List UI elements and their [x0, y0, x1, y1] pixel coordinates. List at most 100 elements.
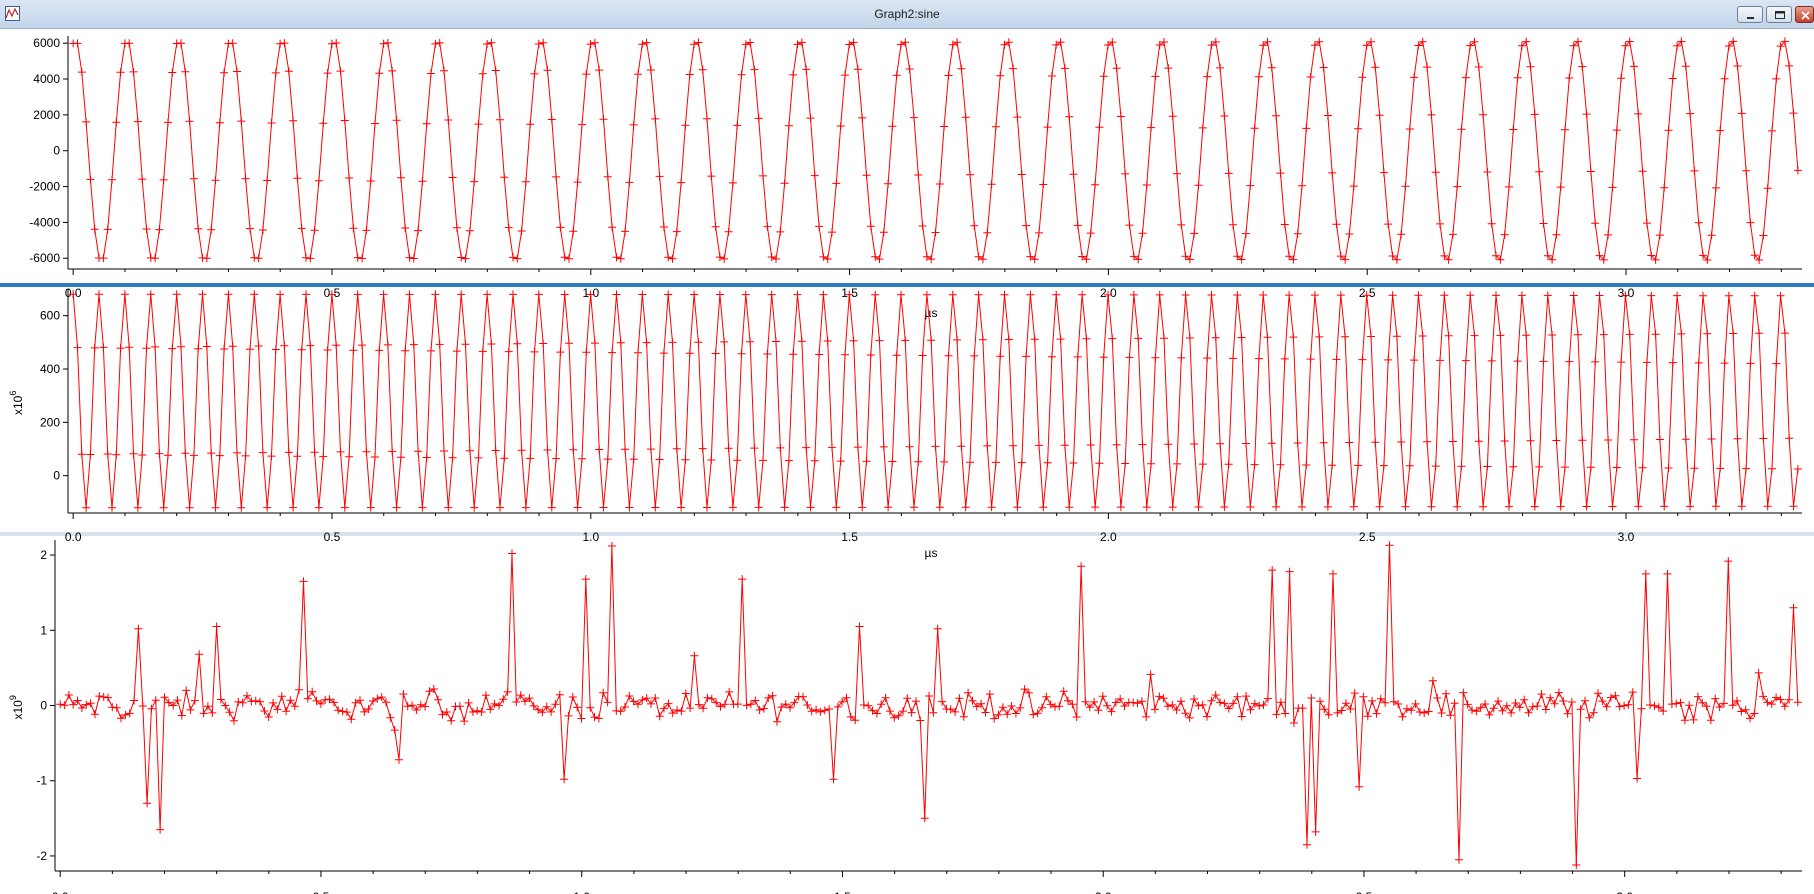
data-point — [784, 456, 793, 465]
data-point — [1033, 709, 1042, 718]
data-point — [797, 337, 806, 346]
data-point — [164, 451, 172, 460]
data-point — [914, 457, 923, 466]
x-tick-label: 3.0 — [1616, 890, 1633, 894]
data-point — [594, 714, 603, 723]
data-point — [1772, 693, 1781, 702]
data-point — [828, 443, 836, 452]
data-point — [1401, 502, 1410, 511]
data-point — [457, 290, 466, 299]
data-point — [1572, 861, 1581, 869]
data-point — [399, 690, 408, 698]
data-point — [427, 346, 435, 355]
data-point — [1651, 330, 1660, 339]
data-point — [116, 344, 125, 353]
graph-panel-3[interactable]: 2 1 0 -1 -2 0.0 0.5 1.0 1.5 2.0 2.5 3.0 µs x109 — [8, 540, 1802, 894]
y-tick-label: 600 — [40, 309, 60, 323]
data-point — [534, 290, 543, 299]
close-button[interactable] — [1795, 6, 1814, 23]
data-point — [859, 701, 868, 709]
data-point — [807, 707, 816, 716]
data-point — [146, 290, 155, 299]
data-point — [916, 716, 925, 725]
data-point — [1638, 463, 1647, 472]
data-point — [1203, 354, 1212, 363]
minimize-button[interactable] — [1737, 6, 1763, 23]
data-point — [816, 707, 825, 716]
data-point — [686, 704, 695, 713]
data-point — [438, 710, 447, 719]
data-point — [994, 710, 1003, 719]
data-point — [922, 290, 931, 299]
data-point — [586, 290, 595, 299]
data-point — [1121, 459, 1130, 468]
maximize-button[interactable] — [1766, 6, 1792, 23]
data-point — [763, 350, 772, 358]
data-point — [1440, 291, 1449, 300]
data-point — [1604, 230, 1613, 239]
data-point — [720, 254, 729, 263]
y-tick-label: -6000 — [29, 251, 60, 265]
data-point — [910, 503, 918, 512]
graph-panel-2[interactable]: 600 400 200 0 0.0 0.5 1.0 1.5 2.0 2.5 3.0 µs x106 — [8, 289, 1802, 560]
graph-panel-1[interactable]: 6000400020000-2000-4000-60000.00.51.01.5… — [29, 36, 1802, 320]
data-point — [879, 442, 888, 451]
series-markers — [69, 290, 1802, 512]
data-point — [1142, 712, 1151, 721]
data-point — [918, 351, 927, 360]
data-point — [1681, 435, 1690, 444]
data-point — [1103, 701, 1112, 710]
y-tick-label: 0 — [53, 144, 60, 158]
data-point — [1138, 440, 1147, 449]
data-point — [254, 254, 263, 263]
data-point — [1172, 706, 1181, 714]
data-point — [207, 449, 216, 458]
data-point — [284, 67, 293, 76]
data-point — [1320, 705, 1329, 714]
data-point — [1216, 63, 1225, 72]
data-point — [103, 450, 112, 458]
data-point — [534, 40, 543, 48]
data-point — [173, 696, 182, 705]
data-point — [1047, 72, 1056, 80]
data-point — [86, 175, 95, 184]
data-point — [998, 703, 1007, 712]
data-point — [1615, 702, 1624, 711]
data-point — [86, 450, 95, 459]
data-point — [1459, 688, 1468, 697]
data-point — [440, 66, 448, 75]
data-point — [1146, 670, 1155, 679]
data-point — [60, 701, 69, 710]
data-point — [741, 40, 750, 49]
data-point — [185, 117, 194, 126]
data-point — [1349, 502, 1358, 511]
data-point — [1039, 180, 1048, 189]
y-tick-label: 6000 — [33, 36, 60, 50]
data-point — [1065, 503, 1074, 512]
data-point — [725, 687, 734, 696]
data-point — [707, 172, 716, 181]
close-icon — [1801, 11, 1810, 20]
data-point — [872, 709, 881, 718]
data-point — [297, 345, 306, 354]
data-point — [500, 454, 509, 463]
data-point — [1224, 169, 1233, 178]
data-point — [181, 67, 190, 76]
data-point — [1368, 696, 1377, 705]
data-point — [1446, 711, 1455, 720]
data-point — [1444, 255, 1453, 264]
data-point — [448, 453, 457, 462]
data-point — [310, 226, 319, 235]
data-point — [1190, 695, 1198, 703]
data-point — [1720, 359, 1729, 368]
data-point — [746, 38, 755, 47]
data-point — [1448, 230, 1457, 239]
data-point — [340, 503, 349, 512]
y-tick-label: -4000 — [29, 215, 60, 229]
data-point — [724, 444, 733, 453]
data-point — [1522, 37, 1531, 46]
data-point — [504, 223, 513, 232]
data-point — [1535, 462, 1544, 471]
data-point — [599, 688, 608, 697]
data-point — [996, 71, 1005, 80]
